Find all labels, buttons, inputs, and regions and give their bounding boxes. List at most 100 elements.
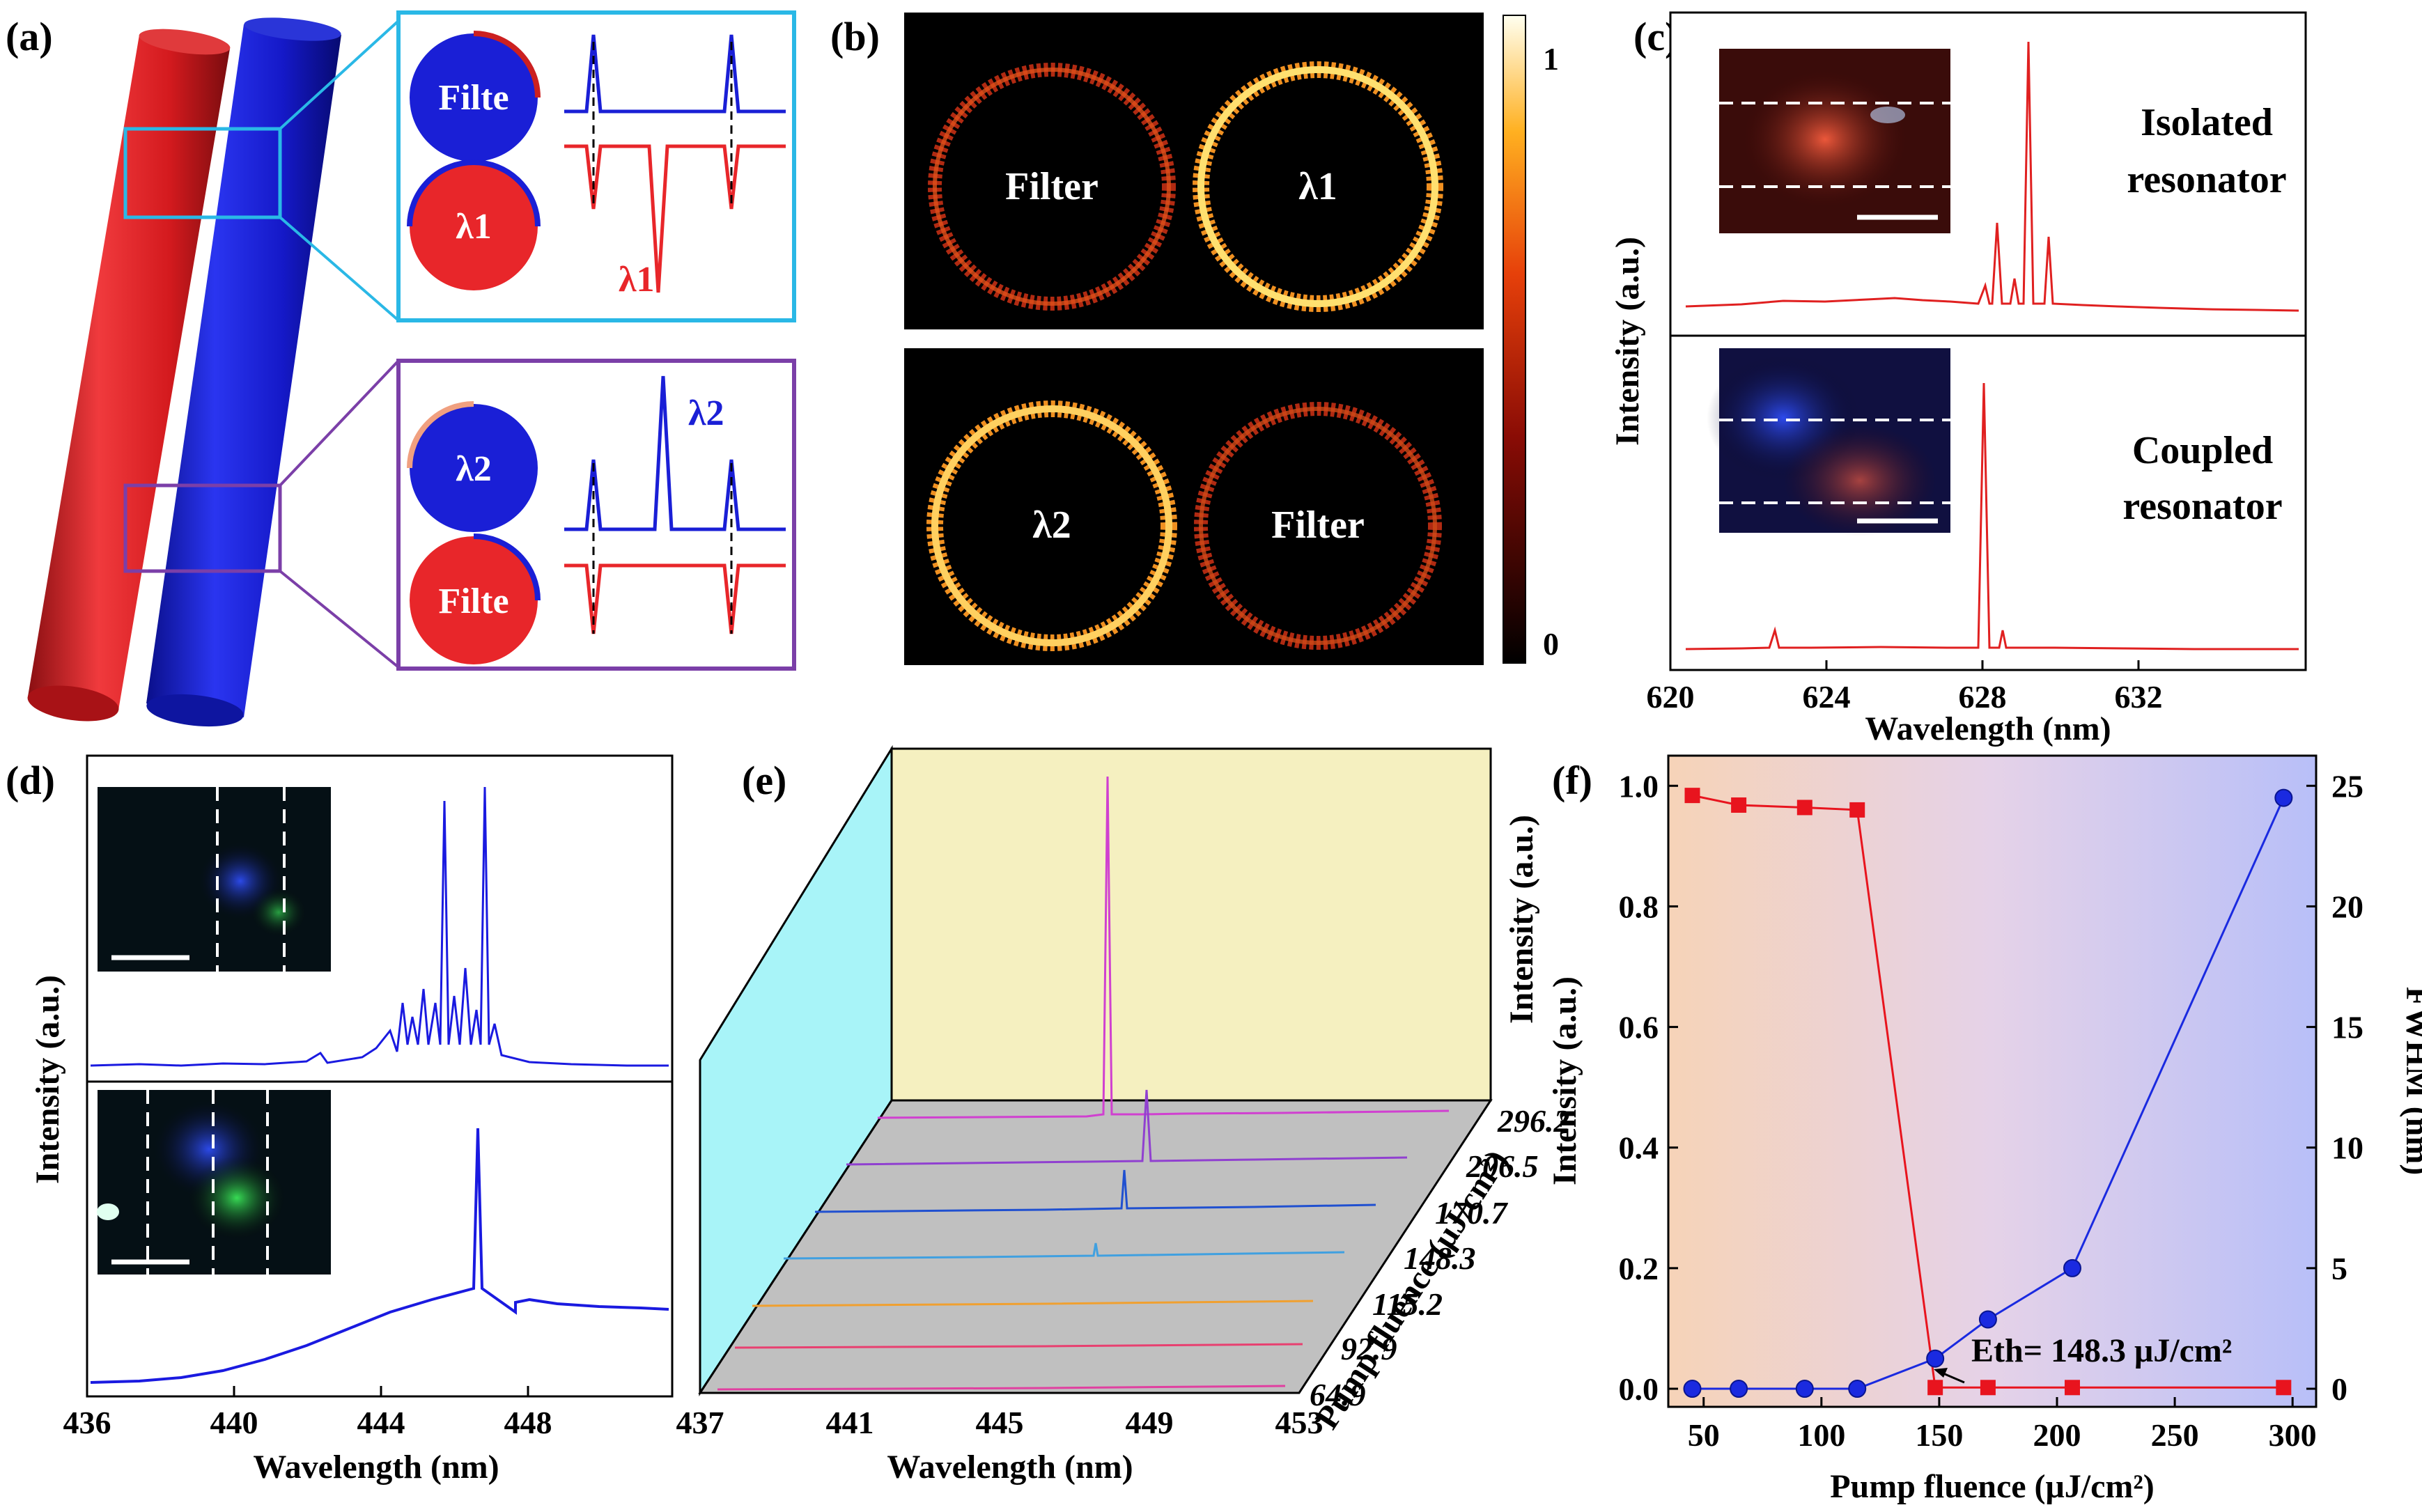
xtick-d-448: 448 [504, 1405, 552, 1440]
fluence-296: 296.2 [1497, 1103, 1570, 1139]
panel-b-label: (b) [830, 14, 880, 59]
fluence-115: 115.2 [1372, 1286, 1443, 1322]
xtick-f-label: 250 [2151, 1417, 2199, 1453]
spectrum-d-top [90, 786, 669, 1067]
xticks-d: 436 440 444 448 [63, 1386, 552, 1440]
xtick-f-label: 100 [1797, 1417, 1845, 1453]
xlabel-c: Wavelength (nm) [1865, 710, 2111, 747]
ring-text-filter-top: Filter [1005, 165, 1099, 208]
data-point-square [1927, 1380, 1943, 1396]
label-resonator-1: resonator [2127, 158, 2286, 201]
inset-image-d-bottom [97, 1090, 331, 1275]
ring-text-lambda1: λ1 [1298, 165, 1337, 208]
ring-text-lambda2: λ2 [1032, 504, 1071, 547]
xtick-f-label: 150 [1915, 1417, 1963, 1453]
panel-a-label: (a) [6, 14, 53, 59]
zoom-region-bottom [123, 483, 282, 573]
panel-f-label: (f) [1552, 758, 1592, 803]
panel-e: (e) 437 441 445 449 453 Wavelength (nm) … [676, 745, 1570, 1486]
data-point-square [2064, 1380, 2080, 1396]
data-point-circle [1730, 1380, 1748, 1398]
xtick-e-445: 445 [976, 1405, 1024, 1440]
eth-annotation: Eth= 148.3 μJ/cm² [1971, 1332, 2232, 1369]
ytick-f-left-label: 0.4 [1619, 1130, 1659, 1166]
ylabel-f-left: Intensity (a.u.) [1546, 976, 1583, 1185]
data-point-circle [1683, 1380, 1702, 1398]
panel-a: (a) Filte λ1 [6, 10, 796, 727]
xlabel-e: Wavelength (nm) [887, 1449, 1133, 1486]
data-point-circle [2063, 1258, 2081, 1277]
panel-e-label: (e) [742, 758, 786, 803]
inset-bottom-box: λ2 Filte λ2 [396, 359, 796, 671]
xtick-f-label: 200 [2033, 1417, 2081, 1453]
ytick-f-left-label: 0.6 [1619, 1010, 1659, 1045]
ylabel-f-right: FWHM (nm) [2399, 987, 2422, 1176]
xtick-c-628: 628 [1959, 679, 2007, 715]
xtick-e-437: 437 [676, 1405, 724, 1440]
data-point-square [1980, 1380, 1996, 1396]
fluence-170: 170.7 [1435, 1195, 1509, 1231]
fluence-148: 148.3 [1404, 1240, 1476, 1276]
xticks-c: 620 624 628 632 [1647, 660, 2163, 715]
ytick-f-left-label: 0.2 [1619, 1251, 1659, 1286]
ring-text-filter-bottom: Filter [1271, 504, 1365, 547]
xlabel-f: Pump fluence (μJ/cm²) [1830, 1468, 2155, 1505]
plot-f-series [1683, 788, 2293, 1398]
ylabel-d: Intensity (a.u.) [29, 975, 66, 1184]
inset-image-d-top [98, 787, 331, 972]
xtick-f-label: 300 [2269, 1417, 2317, 1453]
data-point-square [1849, 802, 1865, 818]
panel-f: (f) 50 100 150 200 250 300 0.0 0.2 0.4 0.6 0.8 1.0 0… [1546, 754, 2422, 1505]
fluence-92: 92.9 [1341, 1331, 1397, 1366]
colorbar [1503, 15, 1526, 664]
ring-label-filter-top: Filte [438, 78, 509, 118]
plot-f-axes: 50 100 150 200 250 300 0.0 0.2 0.4 0.6 0.8 1.0 0 5 10 1… [1619, 768, 2364, 1453]
ytick-f-right-label: 0 [2331, 1371, 2347, 1407]
colorbar-min: 0 [1543, 626, 1559, 662]
field-map-top [904, 13, 1484, 329]
data-point-circle [2274, 788, 2293, 807]
zlabel-e: Intensity (a.u.) [1503, 815, 1540, 1024]
spectrum-d-bottom [90, 1128, 669, 1384]
back-wall [890, 747, 1492, 1102]
xtick-c-620: 620 [1647, 679, 1695, 715]
fluence-64: 64.9 [1310, 1377, 1366, 1412]
xtick-f-label: 50 [1688, 1417, 1720, 1453]
blue-cylinder [146, 17, 341, 727]
panel-d: (d) 436 440 444 448 Wavelength (nm) Inte… [6, 754, 674, 1486]
lambda2-blue-label: λ2 [688, 393, 724, 433]
panel-d-label: (d) [6, 758, 55, 803]
data-point-circle [1926, 1349, 1945, 1368]
inset-image-coupled [1707, 348, 1950, 536]
ytick-f-right-label: 25 [2331, 768, 2363, 804]
data-point-square [1684, 788, 1700, 804]
label-coupled: Coupled [2132, 429, 2273, 472]
ytick-f-left-label: 0.0 [1619, 1371, 1659, 1407]
xtick-c-624: 624 [1803, 679, 1851, 715]
ytick-f-right-label: 15 [2331, 1010, 2363, 1045]
label-resonator-2: resonator [2122, 485, 2282, 528]
ytick-f-left-label: 0.8 [1619, 889, 1659, 924]
xtick-e-453: 453 [1275, 1405, 1323, 1440]
series-line-square [1692, 794, 2284, 1389]
ytick-f-right-label: 20 [2331, 889, 2363, 924]
ytick-f-left-label: 1.0 [1619, 768, 1659, 804]
ytick-f-right-label: 5 [2331, 1251, 2347, 1286]
stacked-spectra [717, 776, 1450, 1391]
ring-label-lambda1: λ1 [456, 207, 492, 247]
data-point-square [2276, 1380, 2292, 1396]
xtick-e-441: 441 [826, 1405, 874, 1440]
zoom-region-top [123, 127, 282, 219]
inset-top-box: Filte λ1 λ1 [396, 10, 796, 322]
fluence-206: 206.5 [1466, 1148, 1539, 1184]
label-isolated: Isolated [2141, 101, 2273, 144]
red-cylinder [27, 29, 231, 722]
xtick-e-449: 449 [1126, 1405, 1174, 1440]
xtick-d-444: 444 [357, 1405, 405, 1440]
plot-f-area [1667, 754, 2318, 1408]
colorbar-max: 1 [1543, 41, 1559, 77]
xticks-e: 437 441 445 449 453 [676, 1405, 1323, 1440]
xtick-d-440: 440 [210, 1405, 258, 1440]
ring-label-filter-bottom: Filte [438, 582, 509, 621]
